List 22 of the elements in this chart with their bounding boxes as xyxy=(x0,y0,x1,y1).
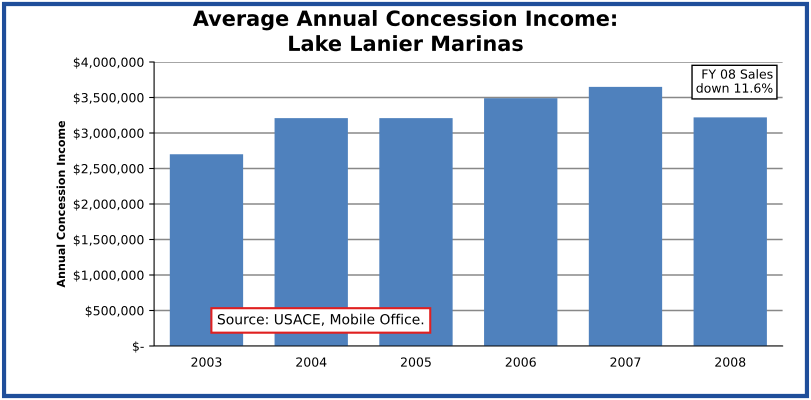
bar xyxy=(694,117,767,346)
x-tick-label: 2003 xyxy=(191,357,222,367)
y-tick-label: $- xyxy=(132,341,144,353)
y-tick-label: $3,500,000 xyxy=(74,92,144,104)
x-tick-label: 2008 xyxy=(715,357,746,367)
y-tick-label: $1,500,000 xyxy=(74,234,144,246)
y-tick-label: $1,000,000 xyxy=(74,270,144,282)
y-tick-label: $3,000,000 xyxy=(74,128,144,140)
annotation: Source: USACE, Mobile Office. xyxy=(218,314,424,326)
x-tick-label: 2004 xyxy=(296,357,326,367)
x-tick-label: 2007 xyxy=(610,357,640,367)
bar xyxy=(484,98,558,346)
y-tick-label: $500,000 xyxy=(86,306,144,318)
bar xyxy=(588,86,662,346)
x-tick-label: 2006 xyxy=(506,357,536,367)
annotation: FY 08 Sales down 11.6% xyxy=(696,69,773,93)
y-axis-title: Annual Concession Income xyxy=(56,120,66,288)
x-tick-label: 2005 xyxy=(400,357,431,367)
y-tick-label: $4,000,000 xyxy=(74,57,144,69)
y-tick-label: $2,000,000 xyxy=(74,199,144,211)
y-tick-label: $2,500,000 xyxy=(74,164,144,176)
chart-title: Average Annual Concession Income: Lake Lanier Marinas xyxy=(192,10,616,52)
